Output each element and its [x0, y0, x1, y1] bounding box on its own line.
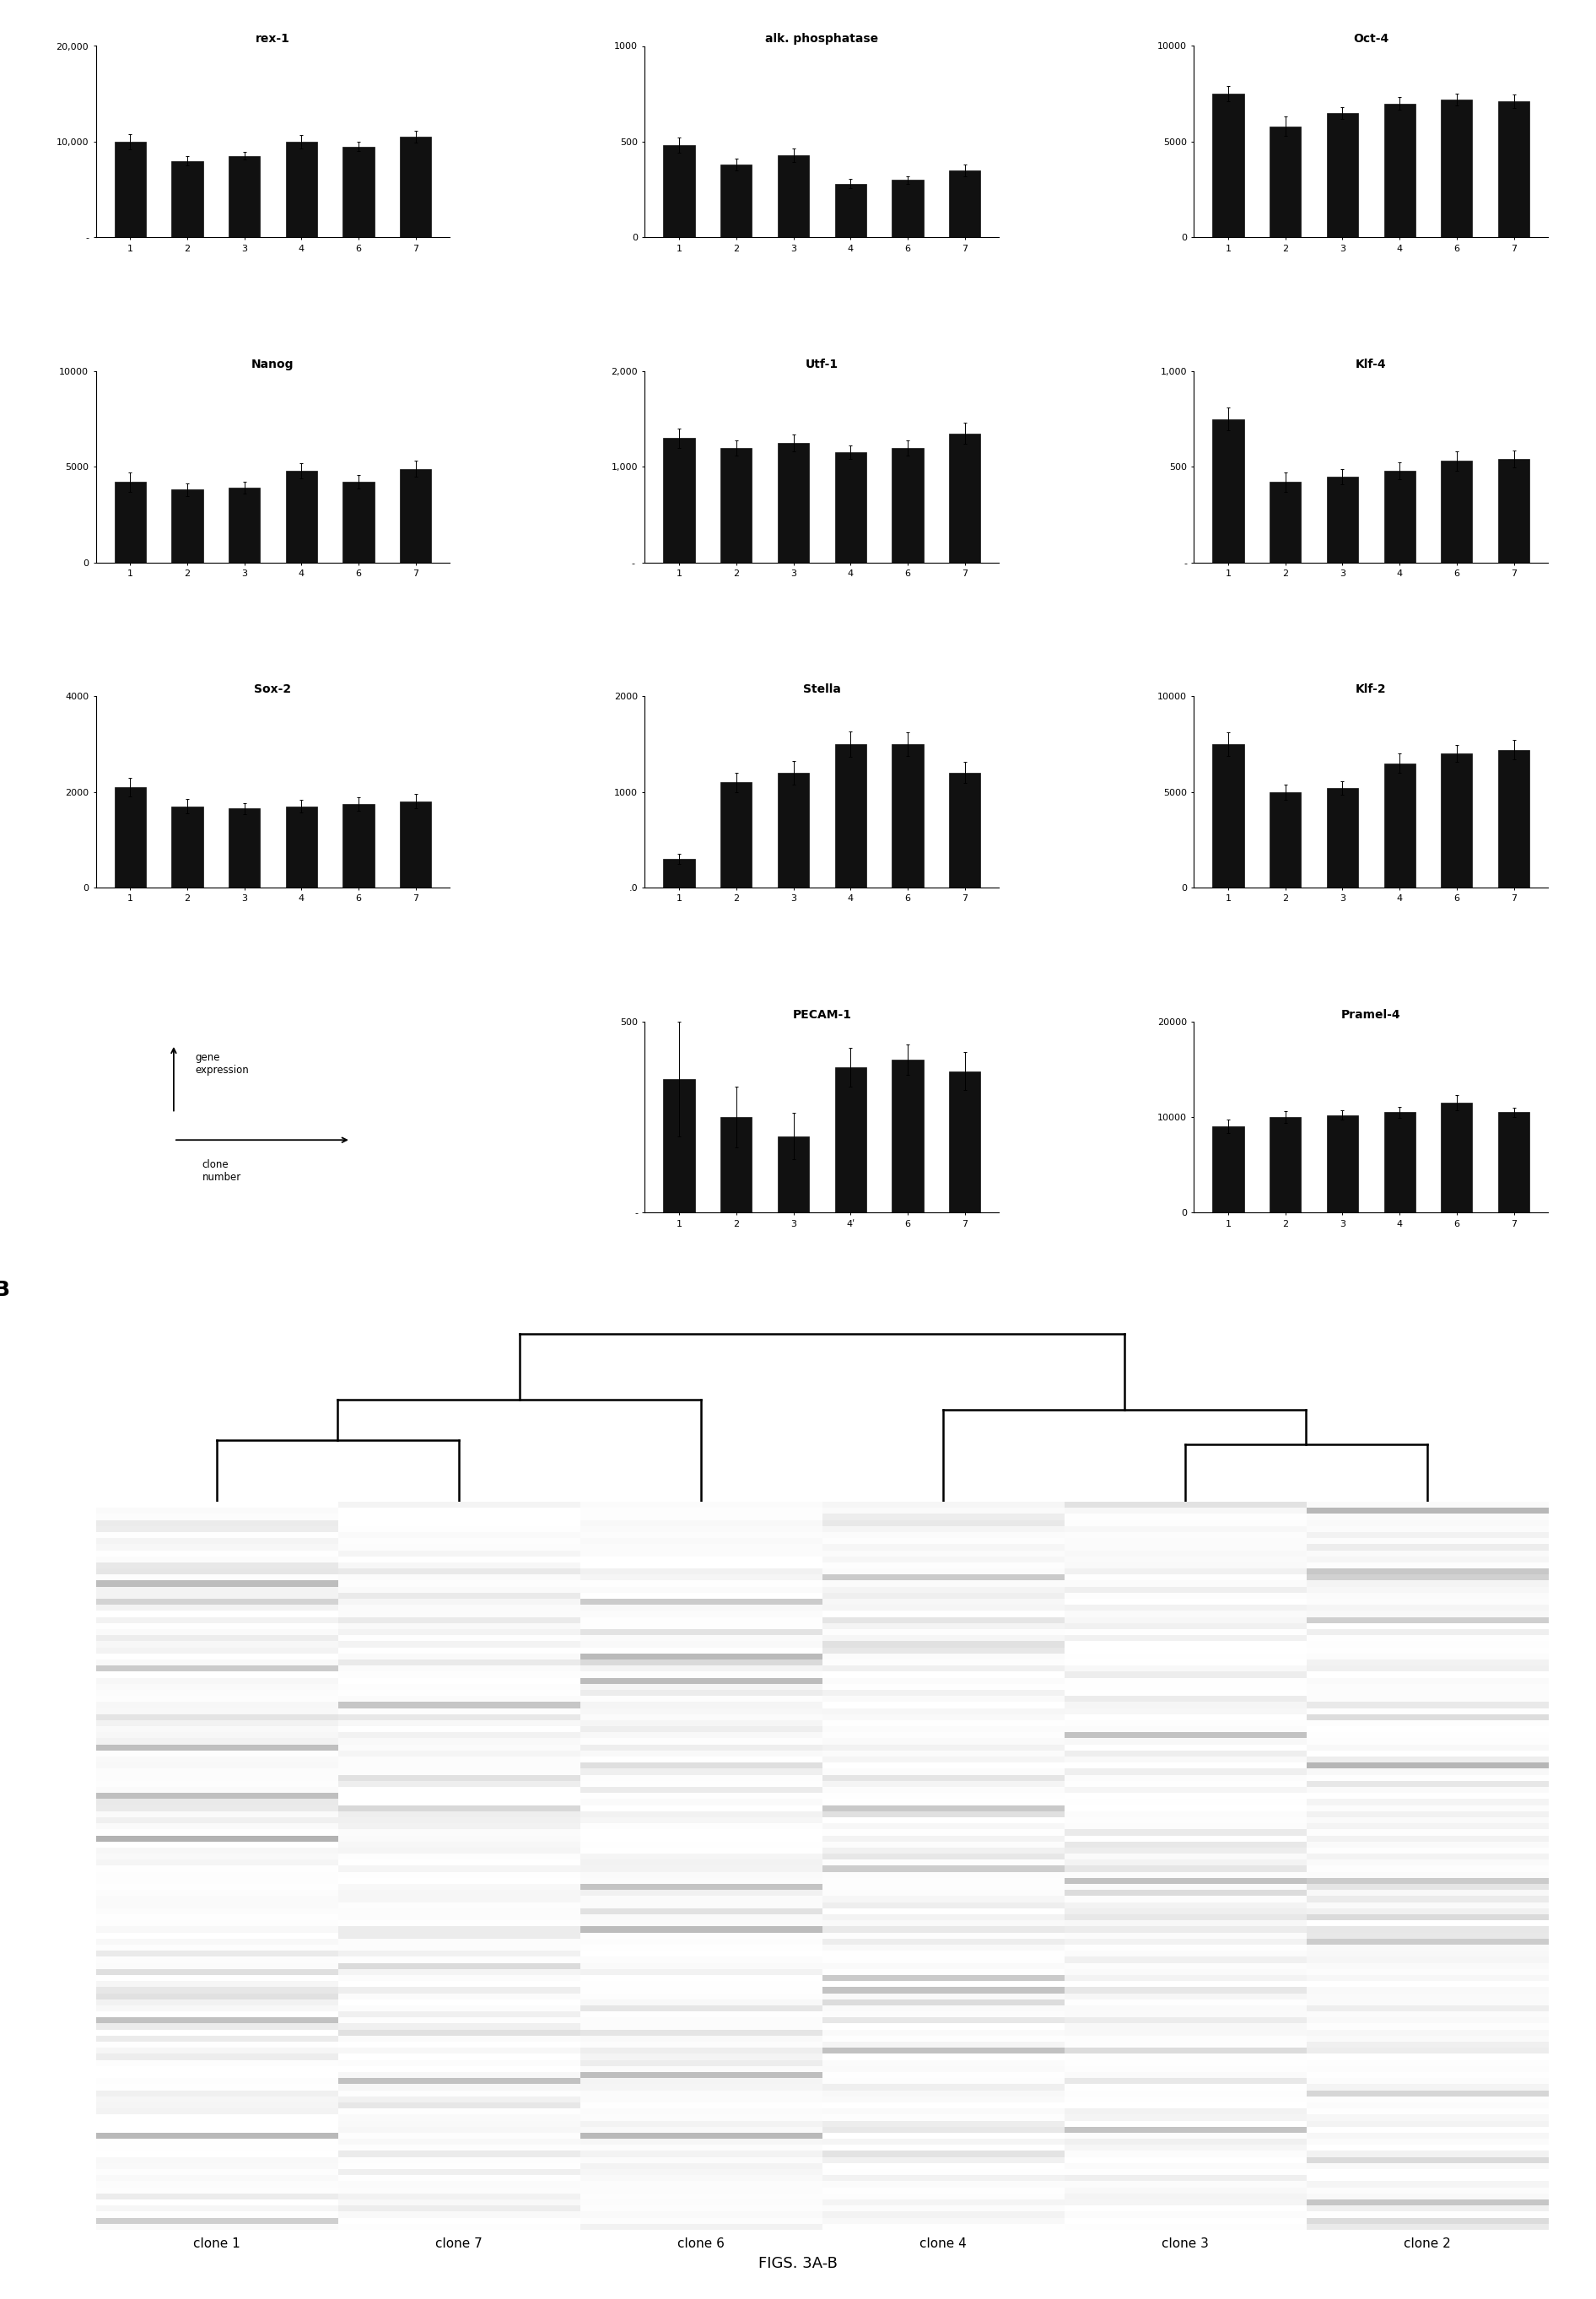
Bar	[664, 145, 694, 237]
Bar	[1213, 745, 1243, 887]
Bar	[777, 444, 809, 563]
Bar	[343, 483, 375, 563]
Bar	[1441, 462, 1473, 563]
Bar	[777, 1136, 809, 1212]
Bar	[1384, 1113, 1416, 1212]
Bar	[286, 807, 318, 887]
Bar	[1269, 791, 1301, 887]
Bar	[115, 483, 145, 563]
Bar	[1499, 460, 1529, 563]
Bar	[950, 432, 980, 563]
Bar	[1213, 418, 1243, 563]
Bar	[892, 448, 924, 563]
Text: B: B	[0, 1281, 10, 1301]
Bar	[950, 772, 980, 887]
Bar	[950, 170, 980, 237]
Bar	[835, 184, 867, 237]
Bar	[1269, 483, 1301, 563]
Bar	[1441, 754, 1473, 887]
Bar	[777, 154, 809, 237]
Title: Stella: Stella	[803, 683, 841, 694]
Bar	[115, 786, 145, 887]
Bar	[228, 487, 260, 563]
Bar	[401, 469, 431, 563]
Bar	[1384, 471, 1416, 563]
Bar	[720, 448, 752, 563]
Bar	[401, 138, 431, 237]
Text: gene
expression: gene expression	[195, 1051, 249, 1076]
Bar	[1326, 1115, 1358, 1212]
Bar	[835, 1067, 867, 1212]
Bar	[1499, 749, 1529, 887]
Bar	[835, 453, 867, 563]
Bar	[720, 1117, 752, 1212]
Bar	[1384, 103, 1416, 237]
Title: Sox-2: Sox-2	[254, 683, 292, 694]
Bar	[171, 807, 203, 887]
Title: Nanog: Nanog	[252, 359, 294, 370]
Bar	[1213, 1127, 1243, 1212]
Bar	[1269, 1117, 1301, 1212]
Title: rex-1: rex-1	[255, 32, 290, 46]
Bar	[286, 471, 318, 563]
Title: Oct-4: Oct-4	[1353, 32, 1389, 46]
Bar	[343, 147, 375, 237]
Title: Pramel-4: Pramel-4	[1341, 1009, 1401, 1021]
Bar	[1326, 476, 1358, 563]
Bar	[1326, 789, 1358, 887]
Bar	[664, 1078, 694, 1212]
Bar	[950, 1071, 980, 1212]
Bar	[1499, 101, 1529, 237]
Bar	[835, 745, 867, 887]
Bar	[1326, 113, 1358, 237]
Bar	[664, 860, 694, 887]
Bar	[401, 802, 431, 887]
Bar	[892, 1060, 924, 1212]
Bar	[1269, 126, 1301, 237]
Bar	[720, 782, 752, 887]
Text: FIGS. 3A-B: FIGS. 3A-B	[758, 2255, 838, 2271]
Text: clone
number: clone number	[203, 1159, 241, 1182]
Bar	[720, 166, 752, 237]
Bar	[1441, 99, 1473, 237]
Bar	[1384, 763, 1416, 887]
Bar	[664, 439, 694, 563]
Bar	[171, 490, 203, 563]
Title: Utf-1: Utf-1	[806, 359, 838, 370]
Title: PECAM-1: PECAM-1	[793, 1009, 851, 1021]
Bar	[286, 143, 318, 237]
Bar	[892, 179, 924, 237]
Bar	[1499, 1113, 1529, 1212]
Bar	[228, 809, 260, 887]
Bar	[228, 156, 260, 237]
Bar	[1213, 94, 1243, 237]
Title: Klf-2: Klf-2	[1355, 683, 1387, 694]
Title: alk. phosphatase: alk. phosphatase	[766, 32, 878, 46]
Bar	[777, 772, 809, 887]
Bar	[343, 805, 375, 887]
Bar	[892, 745, 924, 887]
Bar	[171, 161, 203, 237]
Bar	[115, 143, 145, 237]
Bar	[1441, 1104, 1473, 1212]
Title: Klf-4: Klf-4	[1355, 359, 1387, 370]
